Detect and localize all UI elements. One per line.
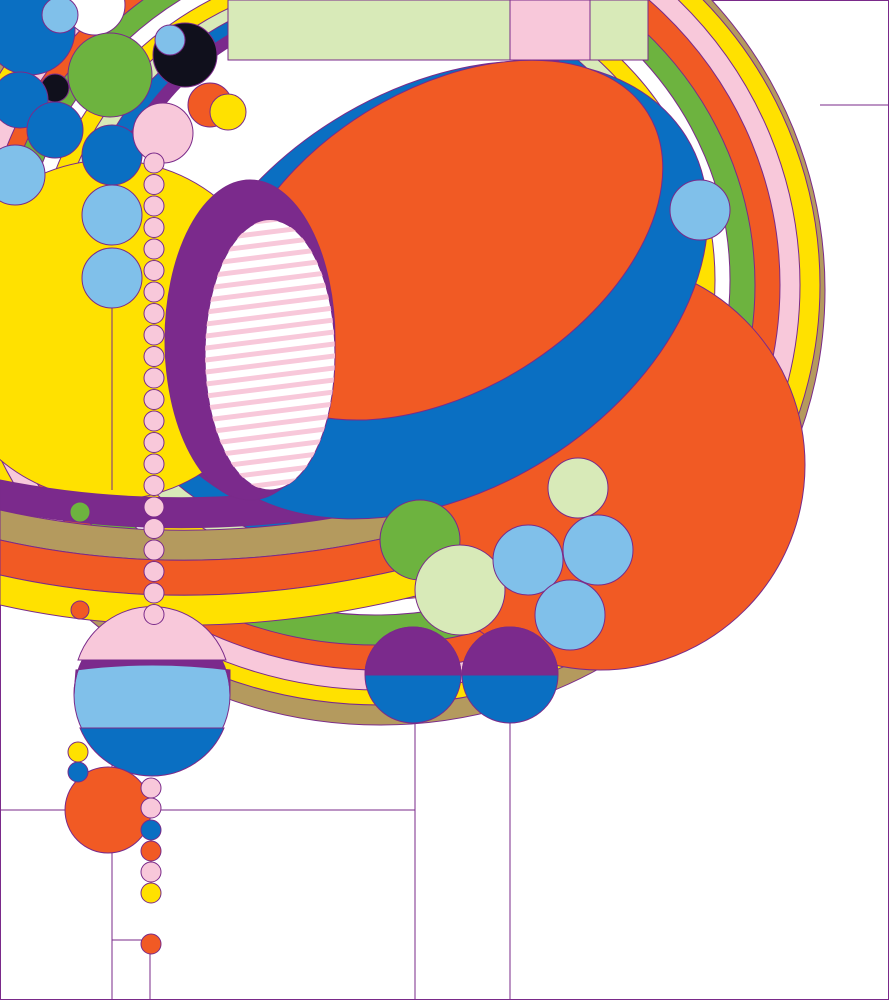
lower-bead-chain (140, 777, 162, 955)
bead (143, 496, 165, 518)
bead (140, 777, 162, 799)
hatch-line (205, 327, 335, 353)
bead (140, 819, 162, 841)
bead (140, 882, 162, 904)
bead (140, 840, 162, 862)
hatch-line (205, 279, 335, 305)
bead (143, 303, 165, 324)
bead (143, 475, 165, 496)
bead (143, 561, 165, 582)
bead (140, 797, 162, 819)
hatch-line (205, 363, 335, 389)
hatch-line (205, 303, 335, 329)
bead (143, 432, 165, 453)
hatch-line (205, 399, 335, 425)
bead (140, 861, 162, 883)
bead-chain (143, 152, 165, 625)
hatch-line (205, 375, 335, 401)
bead (143, 582, 165, 604)
bead (143, 324, 165, 346)
bead (143, 518, 165, 539)
bead (140, 933, 162, 955)
bead (143, 195, 165, 217)
bead (143, 410, 165, 432)
hatch-line (205, 315, 335, 341)
hatch-line (205, 351, 335, 377)
bead (143, 346, 165, 367)
bead (143, 281, 165, 303)
bead (143, 453, 165, 475)
hatch-line (205, 339, 335, 365)
bead (143, 152, 165, 174)
hatch-line (205, 387, 335, 413)
bead (143, 260, 165, 281)
right-cluster (364, 179, 731, 724)
bead (143, 604, 165, 625)
bead (143, 238, 165, 260)
bead (143, 217, 165, 238)
bead (143, 367, 165, 389)
hatch-line (205, 291, 335, 317)
top-left-cluster (0, 0, 247, 309)
bead (143, 174, 165, 195)
top-pink-panel (509, 0, 591, 61)
bead (143, 539, 165, 561)
hatch-line (205, 411, 335, 437)
bead (143, 389, 165, 410)
bottom-left-balloon (64, 501, 231, 854)
